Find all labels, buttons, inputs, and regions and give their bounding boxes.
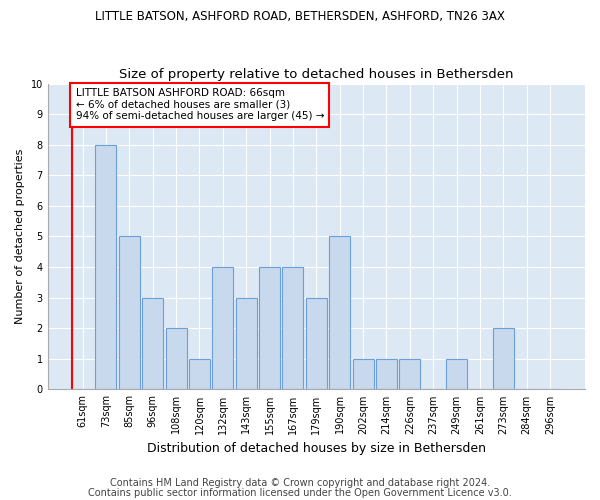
Title: Size of property relative to detached houses in Bethersden: Size of property relative to detached ho… <box>119 68 514 81</box>
Bar <box>493 328 514 390</box>
Bar <box>353 359 374 390</box>
Bar <box>376 359 397 390</box>
Bar <box>329 236 350 390</box>
Text: Contains HM Land Registry data © Crown copyright and database right 2024.: Contains HM Land Registry data © Crown c… <box>110 478 490 488</box>
Bar <box>95 144 116 390</box>
Bar <box>166 328 187 390</box>
X-axis label: Distribution of detached houses by size in Bethersden: Distribution of detached houses by size … <box>147 442 486 455</box>
Bar <box>306 298 327 390</box>
Bar <box>212 267 233 390</box>
Bar <box>283 267 304 390</box>
Bar <box>119 236 140 390</box>
Bar <box>189 359 210 390</box>
Bar <box>236 298 257 390</box>
Bar <box>400 359 421 390</box>
Text: LITTLE BATSON ASHFORD ROAD: 66sqm
← 6% of detached houses are smaller (3)
94% of: LITTLE BATSON ASHFORD ROAD: 66sqm ← 6% o… <box>76 88 324 122</box>
Bar <box>259 267 280 390</box>
Text: Contains public sector information licensed under the Open Government Licence v3: Contains public sector information licen… <box>88 488 512 498</box>
Bar <box>446 359 467 390</box>
Text: LITTLE BATSON, ASHFORD ROAD, BETHERSDEN, ASHFORD, TN26 3AX: LITTLE BATSON, ASHFORD ROAD, BETHERSDEN,… <box>95 10 505 23</box>
Bar <box>142 298 163 390</box>
Y-axis label: Number of detached properties: Number of detached properties <box>15 149 25 324</box>
